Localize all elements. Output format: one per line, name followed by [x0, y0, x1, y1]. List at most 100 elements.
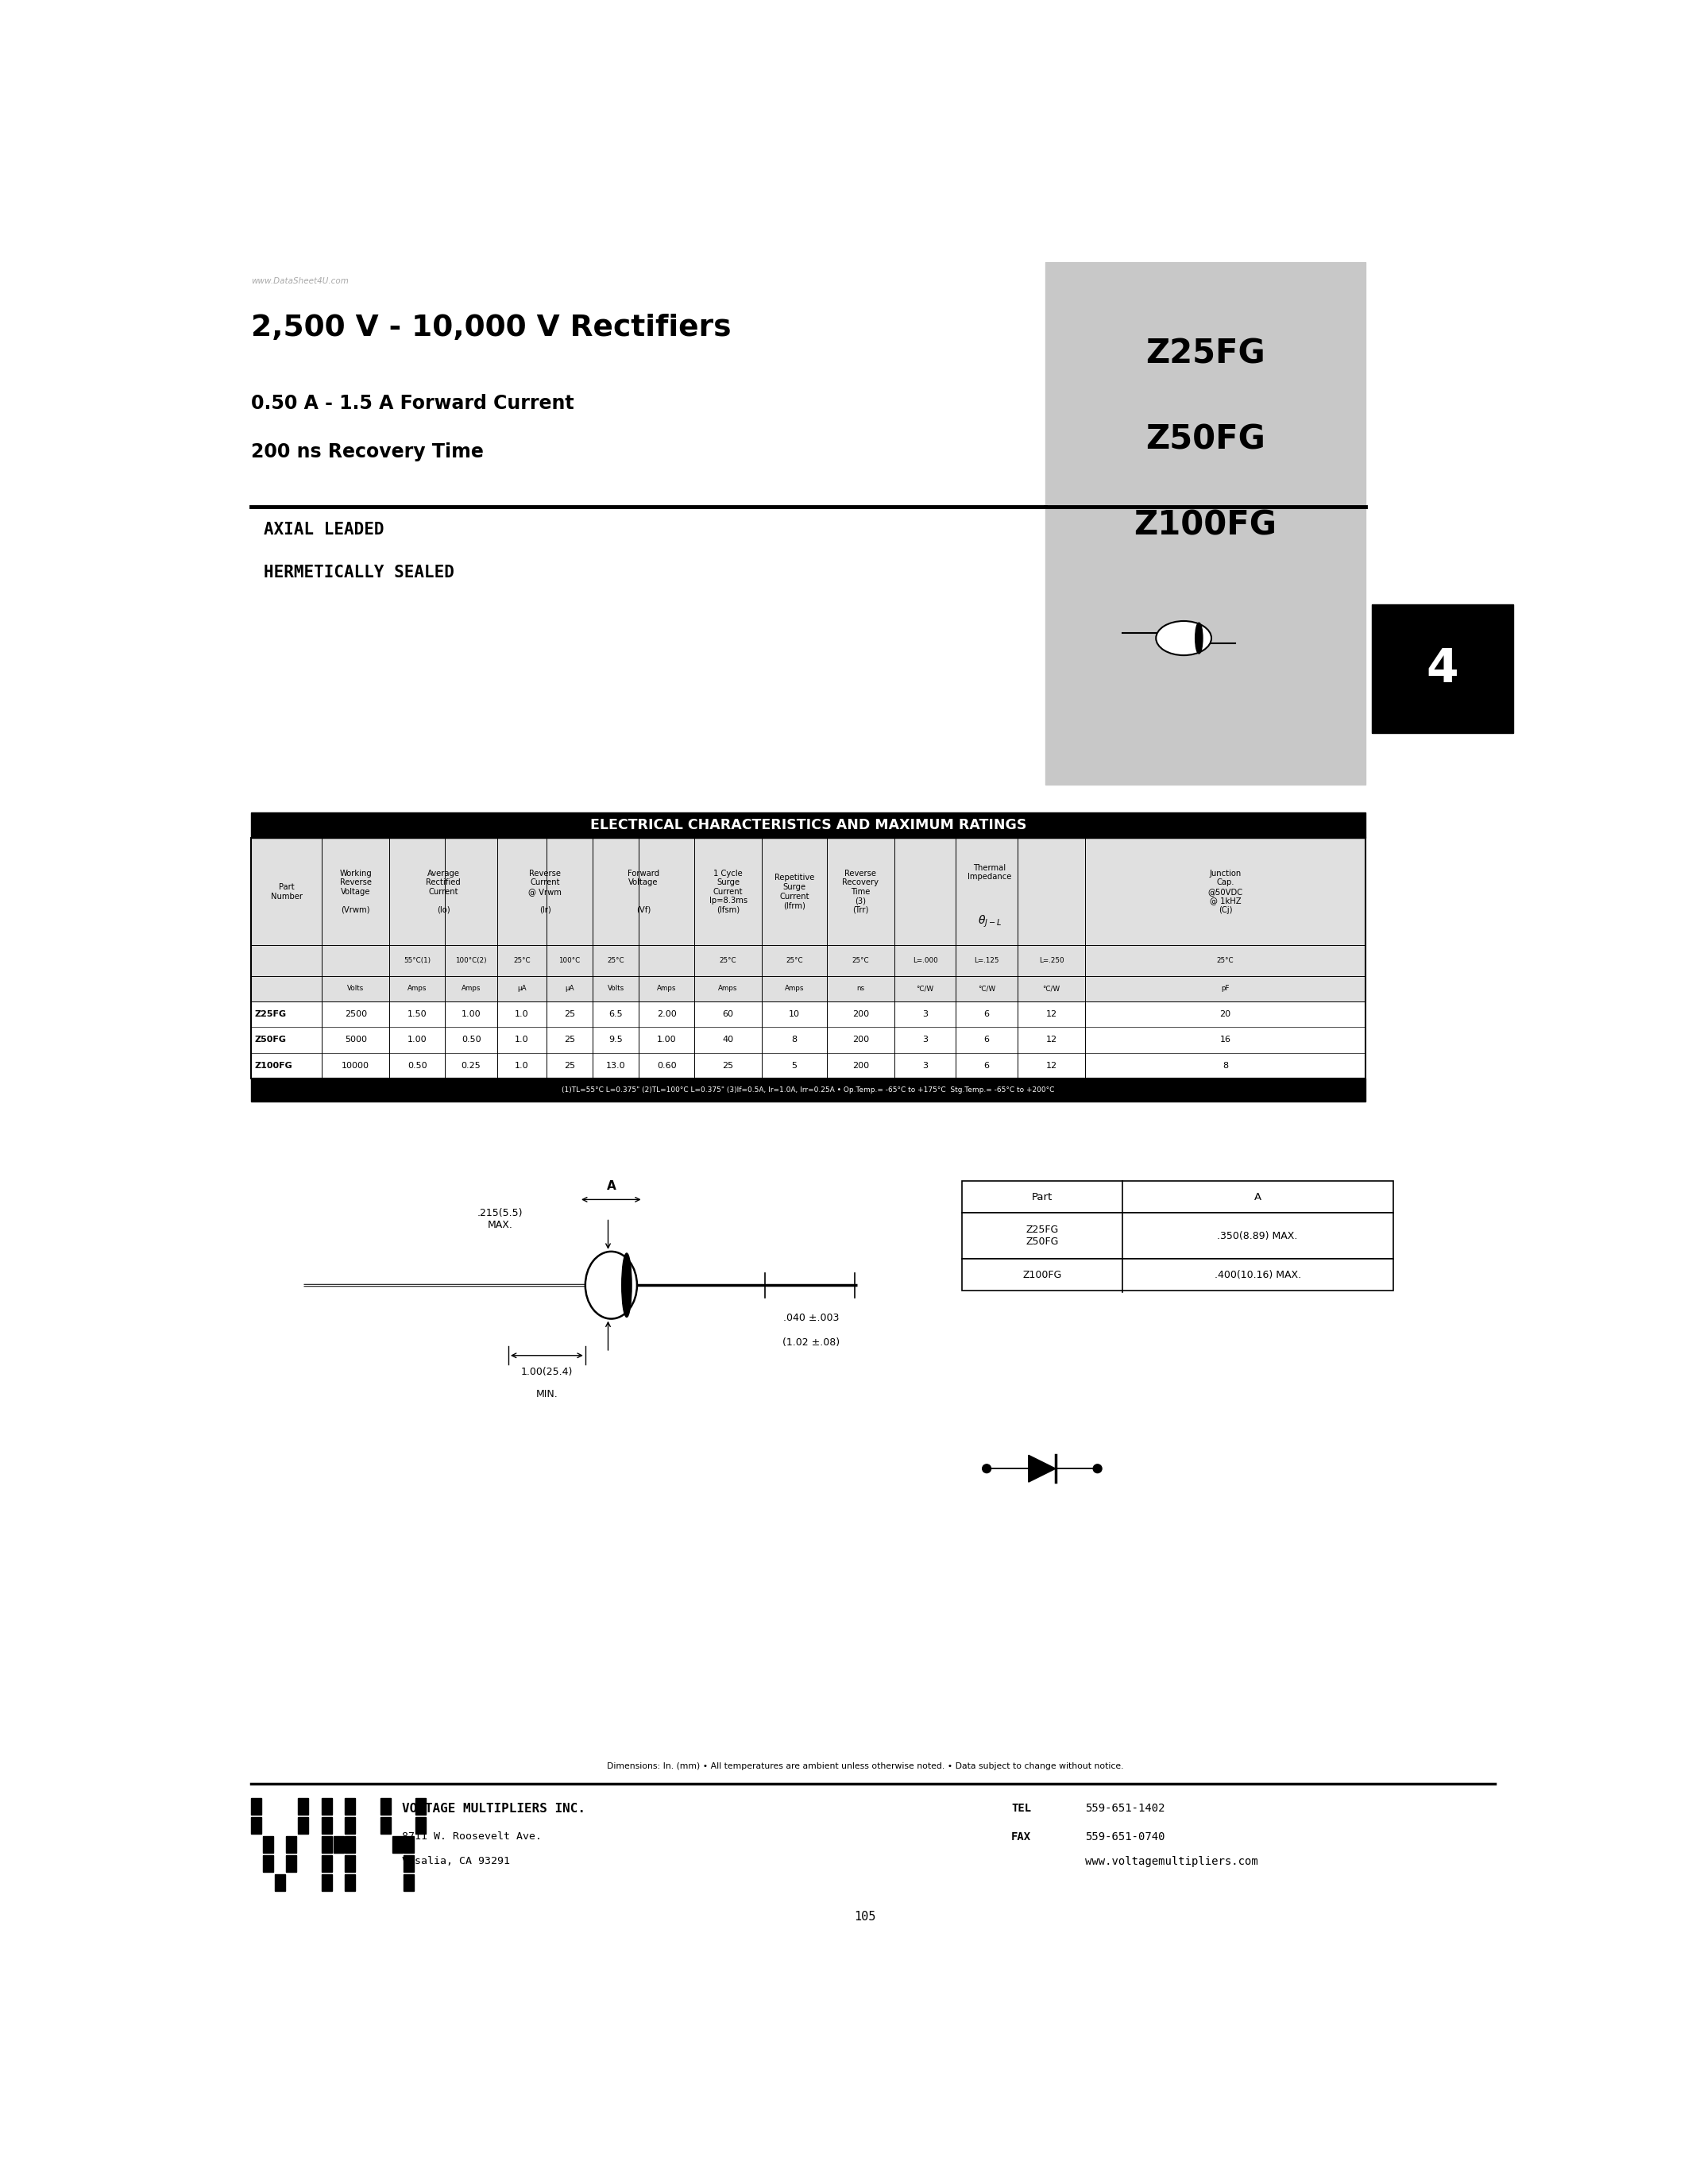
Bar — [1045, 262, 1366, 784]
Text: 200: 200 — [852, 1035, 869, 1044]
Text: 559-651-1402: 559-651-1402 — [1085, 1804, 1165, 1815]
Bar — [344, 1797, 356, 1815]
Bar — [415, 1797, 425, 1815]
Text: 105: 105 — [854, 1911, 876, 1922]
Text: Part: Part — [1031, 1192, 1053, 1201]
Text: 6: 6 — [984, 1035, 989, 1044]
Text: Amps: Amps — [657, 985, 677, 992]
Text: ELECTRICAL CHARACTERISTICS AND MAXIMUM RATINGS: ELECTRICAL CHARACTERISTICS AND MAXIMUM R… — [591, 819, 1026, 832]
Text: pF: pF — [1220, 985, 1229, 992]
Text: Working
Reverse
Voltage

(Vrwm): Working Reverse Voltage (Vrwm) — [339, 869, 371, 915]
Bar — [321, 1874, 333, 1891]
Bar — [962, 1212, 1393, 1258]
Bar — [344, 1817, 356, 1835]
Text: 2.00: 2.00 — [657, 1011, 677, 1018]
Text: Repetitive
Surge
Current
(Ifrm): Repetitive Surge Current (Ifrm) — [775, 874, 814, 909]
Text: 559-651-0740: 559-651-0740 — [1085, 1830, 1165, 1843]
Bar — [380, 1797, 390, 1815]
Text: Z50FG: Z50FG — [255, 1035, 287, 1044]
Text: 8: 8 — [792, 1035, 797, 1044]
Bar — [962, 1258, 1393, 1291]
Text: 1.00: 1.00 — [407, 1035, 427, 1044]
Text: Amps: Amps — [785, 985, 803, 992]
Text: 16: 16 — [1220, 1035, 1231, 1044]
Text: Dimensions: In. (mm) • All temperatures are ambient unless otherwise noted. • Da: Dimensions: In. (mm) • All temperatures … — [606, 1762, 1124, 1769]
Text: Amps: Amps — [461, 985, 481, 992]
Text: 6: 6 — [984, 1011, 989, 1018]
Bar — [321, 1817, 333, 1835]
Text: 25°C: 25°C — [719, 957, 736, 963]
Bar — [275, 1874, 285, 1891]
Ellipse shape — [586, 1251, 636, 1319]
Text: 2,500 V - 10,000 V Rectifiers: 2,500 V - 10,000 V Rectifiers — [252, 314, 731, 343]
Text: L=.125: L=.125 — [974, 957, 999, 963]
Text: μA: μA — [565, 985, 574, 992]
Text: L=.250: L=.250 — [1038, 957, 1063, 963]
Text: Z100FG: Z100FG — [1023, 1269, 1062, 1280]
Bar — [403, 1854, 414, 1872]
Text: Thermal
Impedance: Thermal Impedance — [967, 865, 1011, 880]
Text: 5000: 5000 — [344, 1035, 366, 1044]
Text: 3: 3 — [922, 1035, 928, 1044]
Text: Amps: Amps — [719, 985, 738, 992]
Text: °C/W: °C/W — [977, 985, 996, 992]
Text: Z25FG: Z25FG — [1146, 336, 1264, 371]
Text: MAX.: MAX. — [488, 1221, 513, 1230]
Text: 3: 3 — [922, 1011, 928, 1018]
Text: 6: 6 — [984, 1061, 989, 1070]
Text: 2500: 2500 — [344, 1011, 366, 1018]
Text: 1.00: 1.00 — [657, 1035, 677, 1044]
Bar — [252, 1797, 262, 1815]
Text: 1.0: 1.0 — [515, 1011, 528, 1018]
Bar — [252, 1817, 262, 1835]
Text: Z25FG: Z25FG — [255, 1011, 287, 1018]
Text: 200: 200 — [852, 1011, 869, 1018]
Text: 12: 12 — [1047, 1061, 1057, 1070]
Text: 25°C: 25°C — [785, 957, 803, 963]
Text: Average
Rectified
Current

(Io): Average Rectified Current (Io) — [425, 869, 461, 915]
Text: °C/W: °C/W — [1043, 985, 1060, 992]
Bar — [344, 1854, 356, 1872]
Text: 0.60: 0.60 — [657, 1061, 677, 1070]
Text: 0.50 A - 1.5 A Forward Current: 0.50 A - 1.5 A Forward Current — [252, 393, 574, 413]
Bar — [252, 839, 1366, 1002]
Text: Reverse
Current
@ Vrwm

(Ir): Reverse Current @ Vrwm (Ir) — [528, 869, 562, 915]
Bar — [344, 1874, 356, 1891]
Bar — [321, 1837, 333, 1852]
Bar — [263, 1837, 273, 1852]
Text: 6.5: 6.5 — [609, 1011, 623, 1018]
Circle shape — [1094, 1463, 1102, 1472]
Text: $\theta_{J-L}$: $\theta_{J-L}$ — [977, 913, 1001, 928]
Ellipse shape — [1195, 622, 1202, 653]
Text: 100°C: 100°C — [559, 957, 581, 963]
Text: 25: 25 — [564, 1011, 576, 1018]
Text: 100°C(2): 100°C(2) — [456, 957, 486, 963]
Text: Z100FG: Z100FG — [1134, 509, 1276, 542]
Bar — [392, 1837, 402, 1852]
Bar — [333, 1837, 344, 1852]
Text: 12: 12 — [1047, 1011, 1057, 1018]
Text: 25°C: 25°C — [852, 957, 869, 963]
Bar — [344, 1837, 356, 1852]
Text: 55°C(1): 55°C(1) — [403, 957, 430, 963]
Text: A: A — [1254, 1192, 1261, 1201]
Text: 8: 8 — [1222, 1061, 1229, 1070]
Text: (1.02 ±.08): (1.02 ±.08) — [783, 1337, 841, 1348]
Text: 25°C: 25°C — [1217, 957, 1234, 963]
Text: 9.5: 9.5 — [609, 1035, 623, 1044]
Text: .215(5.5): .215(5.5) — [478, 1208, 523, 1219]
Bar — [415, 1817, 425, 1835]
Text: °C/W: °C/W — [917, 985, 933, 992]
Bar — [263, 1854, 273, 1872]
Bar — [403, 1874, 414, 1891]
Text: 25°C: 25°C — [608, 957, 625, 963]
Circle shape — [982, 1463, 991, 1472]
Bar — [287, 1854, 297, 1872]
Text: 3: 3 — [922, 1061, 928, 1070]
Text: AXIAL LEADED: AXIAL LEADED — [263, 522, 383, 537]
Bar — [299, 1817, 309, 1835]
Text: Amps: Amps — [407, 985, 427, 992]
Bar — [252, 812, 1366, 839]
Text: www.voltagemultipliers.com: www.voltagemultipliers.com — [1085, 1856, 1258, 1867]
Text: TEL: TEL — [1011, 1804, 1031, 1815]
